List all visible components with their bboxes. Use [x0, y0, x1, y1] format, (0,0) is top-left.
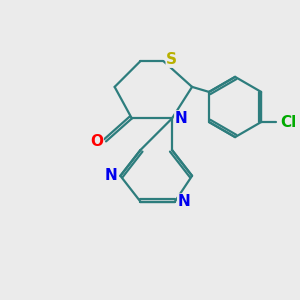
Text: N: N	[105, 168, 118, 183]
Text: N: N	[175, 111, 188, 126]
Text: N: N	[178, 194, 190, 209]
Text: O: O	[90, 134, 103, 149]
Text: Cl: Cl	[280, 115, 296, 130]
Text: S: S	[166, 52, 177, 67]
